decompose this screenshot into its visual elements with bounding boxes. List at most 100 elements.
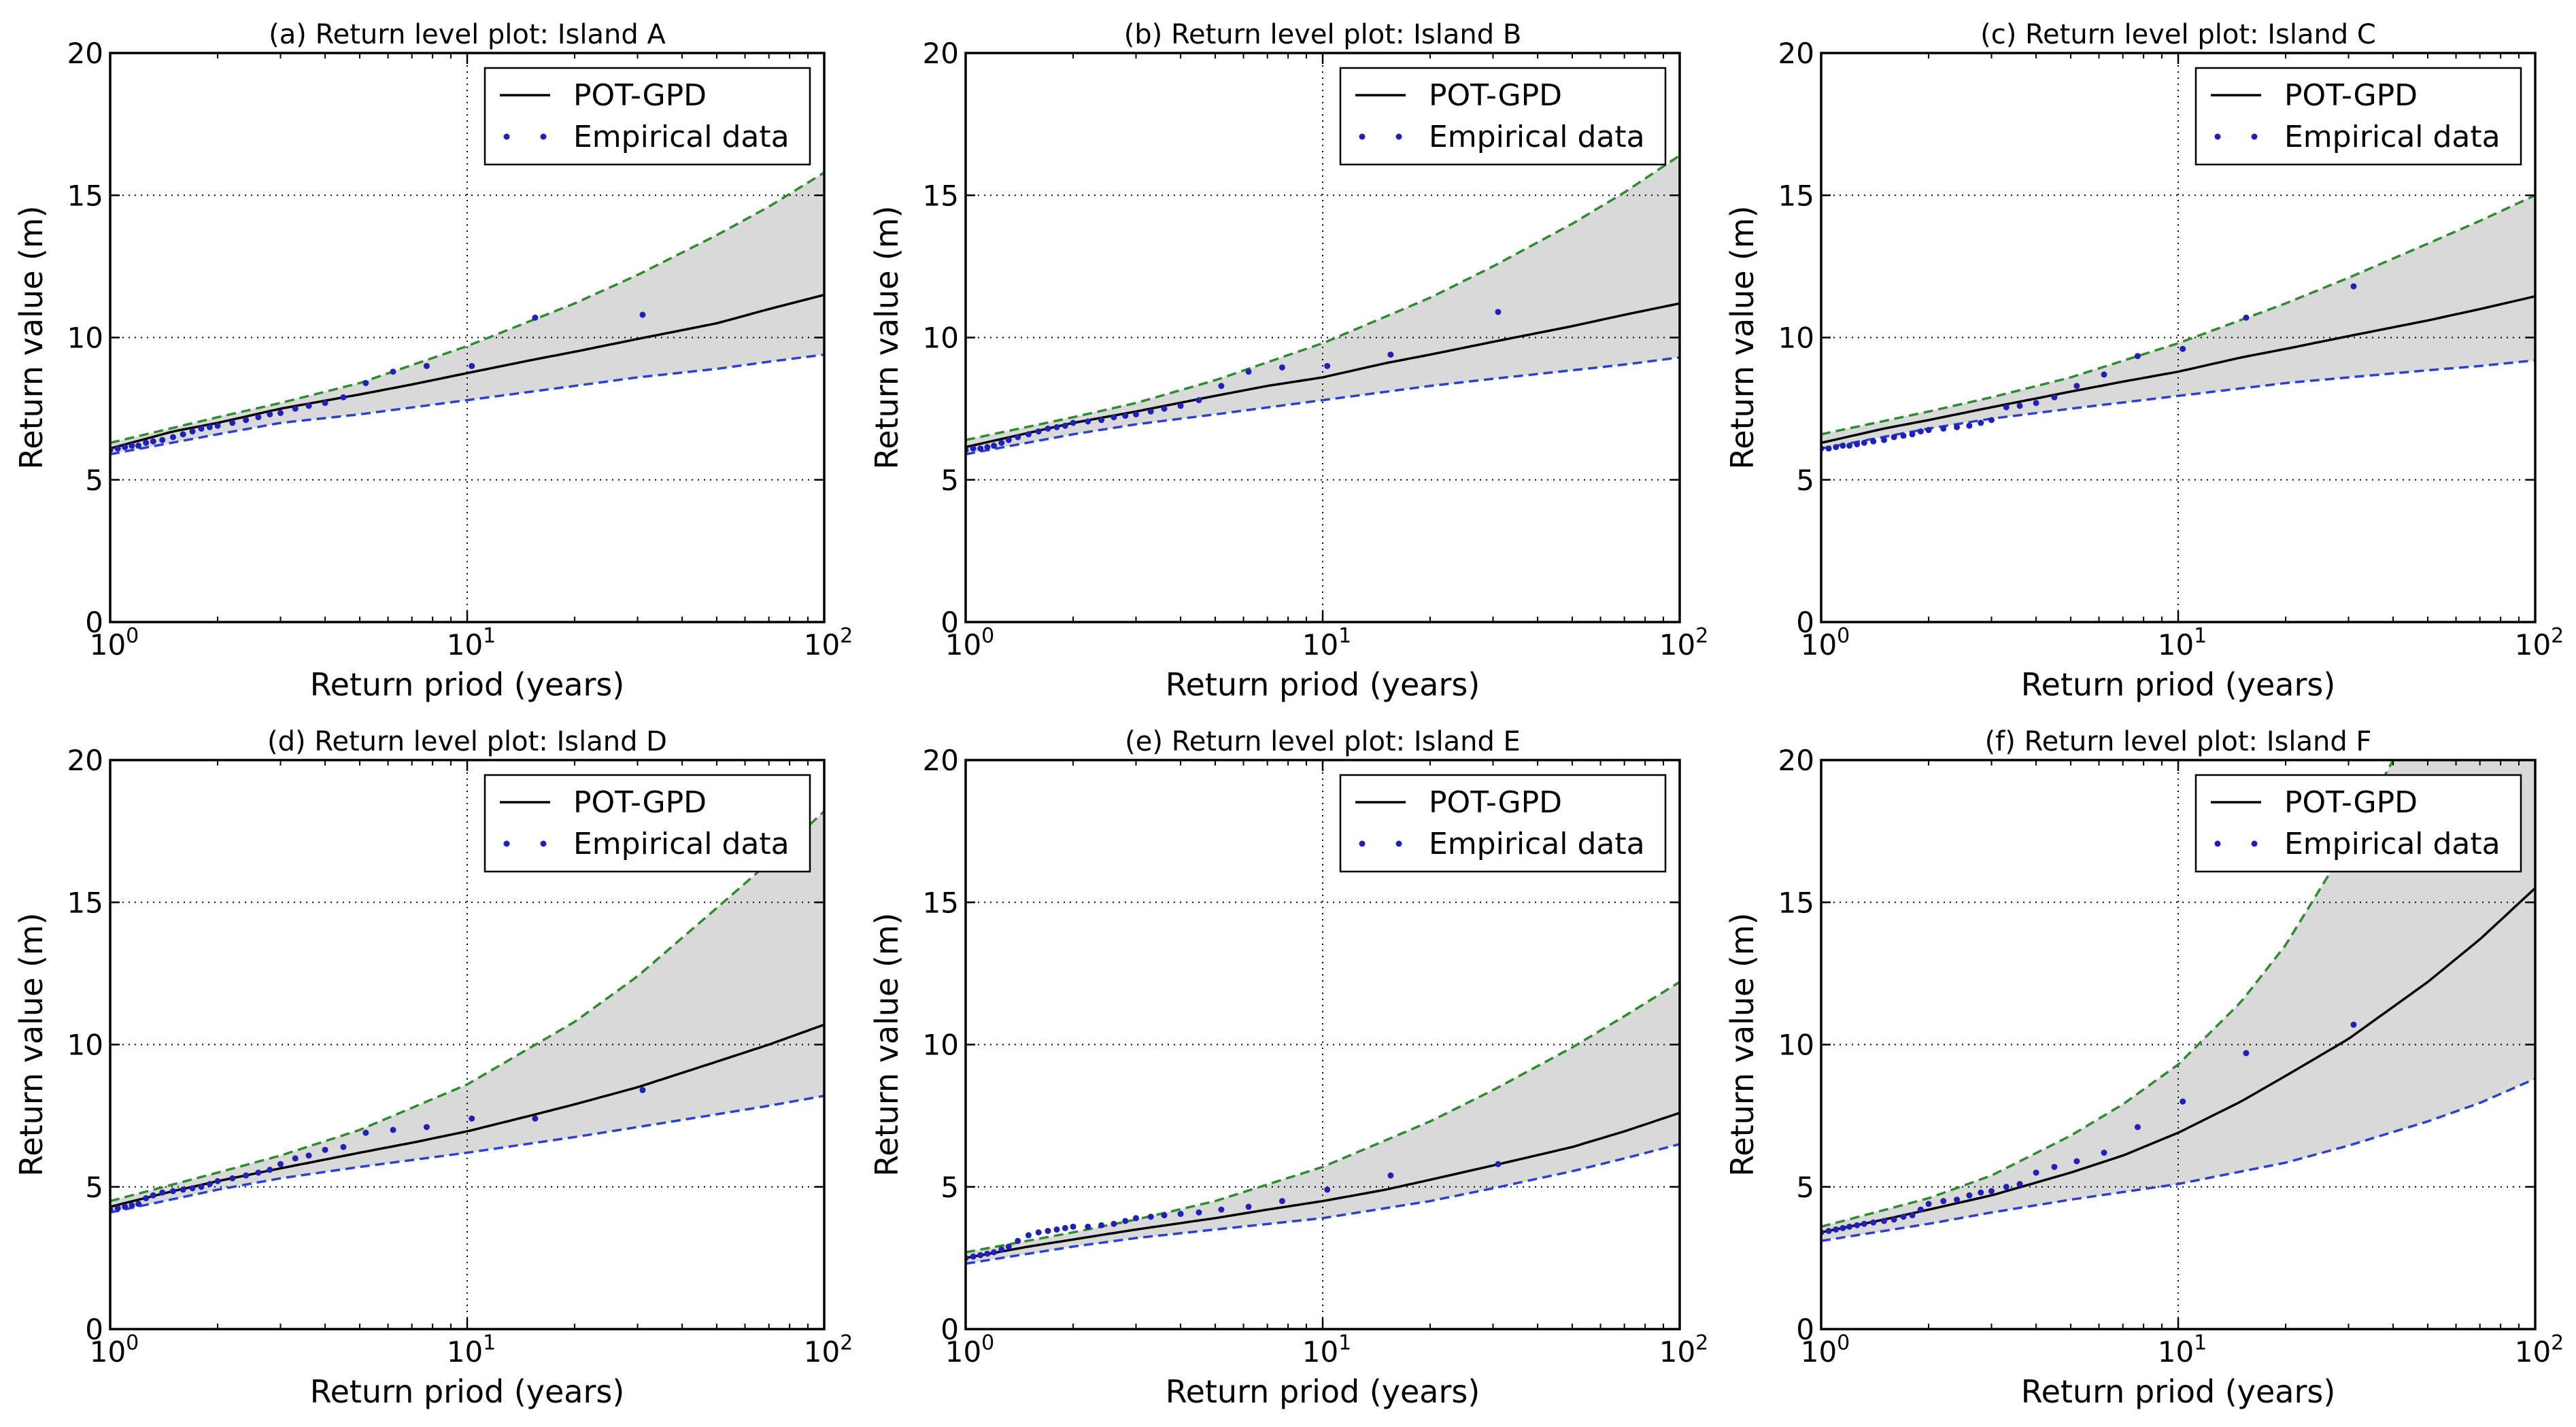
empirical-point xyxy=(189,428,196,435)
empirical-point xyxy=(1015,1237,1021,1244)
empirical-point xyxy=(1218,383,1225,390)
legend-box xyxy=(1339,774,1667,873)
upper-bound-line xyxy=(110,171,824,445)
y-tick-label: 0 xyxy=(1796,1313,1814,1346)
empirical-point xyxy=(243,417,250,424)
empirical-point xyxy=(362,379,369,386)
y-tick-label: 20 xyxy=(923,744,959,777)
y-tick-label: 0 xyxy=(85,1313,103,1346)
legend-point-swatch xyxy=(1395,840,1402,847)
empirical-point xyxy=(2033,1169,2039,1176)
pot-gpd-line xyxy=(966,1112,1680,1260)
empirical-point xyxy=(970,445,977,452)
empirical-point xyxy=(198,425,205,432)
empirical-point xyxy=(1045,425,1051,432)
y-tick-label: 5 xyxy=(1796,1171,1814,1204)
empirical-point xyxy=(1840,443,1846,449)
empirical-point xyxy=(2051,1163,2058,1170)
empirical-point xyxy=(639,311,646,318)
empirical-point xyxy=(1045,1228,1051,1235)
legend-label-empirical: Empirical data xyxy=(1429,827,1645,861)
upper-bound-line xyxy=(966,980,1680,1254)
y-axis-label: Return value (m) xyxy=(1724,205,1761,469)
empirical-point xyxy=(129,443,135,449)
chart-title: (d) Return level plot: Island D xyxy=(267,726,667,757)
empirical-point xyxy=(423,362,430,369)
empirical-point xyxy=(255,414,262,421)
empirical-point xyxy=(1025,1232,1032,1239)
empirical-point xyxy=(189,1185,196,1192)
x-tick-label: 102 xyxy=(2515,624,2564,661)
pot-gpd-line xyxy=(966,302,1680,449)
empirical-point xyxy=(1122,1218,1129,1224)
empirical-point xyxy=(984,1250,991,1257)
y-tick-label: 20 xyxy=(923,37,959,70)
legend-point-swatch xyxy=(1359,133,1366,140)
legend-box xyxy=(1339,67,1667,166)
empirical-point xyxy=(390,368,396,375)
empirical-point xyxy=(423,1124,430,1131)
confidence-band xyxy=(110,811,824,1213)
empirical-point xyxy=(1245,368,1252,375)
y-axis-label: Return value (m) xyxy=(868,205,905,469)
empirical-point xyxy=(206,424,213,430)
empirical-point xyxy=(1324,362,1331,369)
legend-label-empirical: Empirical data xyxy=(573,827,790,861)
x-tick-label: 102 xyxy=(804,624,853,661)
empirical-point xyxy=(129,1202,135,1209)
empirical-point xyxy=(991,443,998,449)
empirical-point xyxy=(122,1203,129,1210)
empirical-point xyxy=(1870,438,1877,445)
empirical-point xyxy=(977,1252,984,1258)
empirical-point xyxy=(1218,1206,1225,1213)
empirical-point xyxy=(1015,434,1021,441)
empirical-point xyxy=(1840,1224,1846,1231)
lower-bound-line xyxy=(1821,1078,2535,1243)
empirical-point xyxy=(1161,405,1168,412)
y-axis-label: Return value (m) xyxy=(13,205,50,469)
x-tick-label: 100 xyxy=(90,1331,139,1369)
confidence-band xyxy=(110,172,824,455)
empirical-point xyxy=(1917,428,1924,435)
y-tick-label: 5 xyxy=(940,464,959,497)
empirical-point xyxy=(1988,417,1995,424)
legend-label-pot-gpd: POT-GPD xyxy=(2284,78,2418,113)
empirical-point xyxy=(1917,1206,1924,1213)
empirical-point xyxy=(1098,417,1105,424)
empirical-point xyxy=(2073,1158,2080,1165)
empirical-point xyxy=(150,438,156,445)
legend-label-pot-gpd: POT-GPD xyxy=(573,785,707,820)
empirical-point xyxy=(1025,431,1032,438)
empirical-point xyxy=(169,1188,176,1194)
empirical-point xyxy=(1846,1223,1853,1230)
x-tick-label: 101 xyxy=(447,624,496,661)
x-tick-label: 100 xyxy=(945,1331,995,1369)
confidence-band xyxy=(966,155,1680,455)
y-tick-label: 10 xyxy=(67,1029,103,1062)
confidence-band xyxy=(1821,760,2535,1241)
empirical-point xyxy=(1132,411,1139,417)
legend-point-swatch xyxy=(1359,840,1366,847)
empirical-point xyxy=(2180,1098,2186,1105)
empirical-point xyxy=(532,314,539,321)
y-axis-label: Return value (m) xyxy=(868,912,905,1176)
y-tick-label: 10 xyxy=(1778,322,1814,355)
empirical-point xyxy=(2003,1184,2010,1190)
empirical-point xyxy=(2243,314,2250,321)
empirical-point xyxy=(180,431,186,438)
empirical-point xyxy=(322,1146,328,1153)
empirical-point xyxy=(267,1167,273,1173)
empirical-point xyxy=(1070,1223,1077,1230)
legend-label-empirical: Empirical data xyxy=(1429,120,1645,154)
x-tick-label: 101 xyxy=(1302,1331,1352,1369)
y-tick-label: 0 xyxy=(940,606,959,639)
empirical-point xyxy=(1245,1203,1252,1210)
empirical-point xyxy=(1495,309,1502,315)
empirical-point xyxy=(1988,1188,1995,1194)
empirical-point xyxy=(2243,1050,2250,1056)
chart-title: (e) Return level plot: Island E xyxy=(1125,726,1521,757)
legend-point-swatch xyxy=(1395,133,1402,140)
empirical-point xyxy=(1085,1223,1091,1230)
x-tick-label: 100 xyxy=(90,624,139,661)
